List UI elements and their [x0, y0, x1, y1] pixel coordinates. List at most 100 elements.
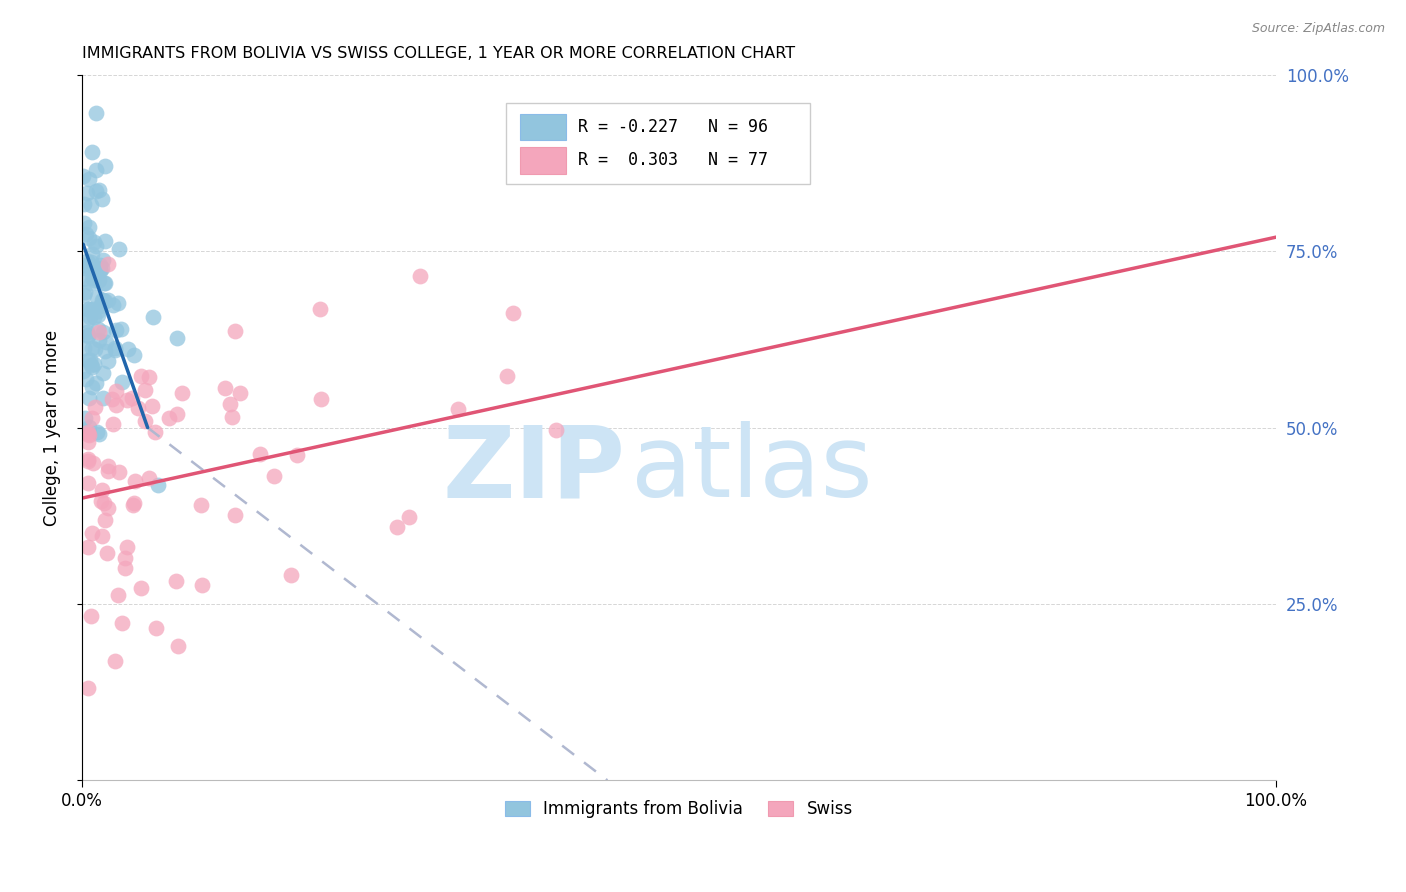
Point	[221, 410, 243, 425]
Point	[110, 322, 132, 336]
Point	[80, 608, 103, 623]
Text: R =  0.303   N = 77: R = 0.303 N = 77	[578, 152, 768, 169]
Point	[87, 321, 110, 335]
Text: atlas: atlas	[631, 421, 873, 518]
Legend: Immigrants from Bolivia, Swiss: Immigrants from Bolivia, Swiss	[499, 794, 859, 825]
Point	[80, 359, 103, 373]
Point	[77, 230, 100, 244]
Point	[90, 261, 112, 276]
Point	[80, 302, 103, 317]
Point	[117, 342, 139, 356]
Point	[91, 392, 114, 406]
Point	[87, 334, 110, 348]
Point	[105, 384, 128, 398]
Point	[73, 261, 96, 276]
Point	[83, 310, 105, 325]
Text: R = -0.227   N = 96: R = -0.227 N = 96	[578, 118, 768, 136]
Point	[86, 184, 108, 198]
Point	[91, 529, 114, 543]
Point	[142, 310, 165, 324]
Point	[72, 258, 94, 272]
Point	[121, 498, 143, 512]
Point	[72, 272, 94, 286]
Point	[308, 301, 330, 316]
Point	[89, 299, 111, 313]
Point	[115, 392, 138, 407]
Point	[77, 352, 100, 367]
Point	[87, 325, 110, 339]
Point	[77, 420, 100, 434]
Point	[104, 341, 127, 355]
Point	[104, 323, 127, 337]
Point	[115, 541, 138, 555]
Point	[77, 681, 100, 696]
Point	[84, 342, 107, 356]
Point	[75, 411, 97, 425]
Point	[224, 324, 246, 338]
Point	[80, 341, 103, 355]
Point	[228, 386, 250, 401]
Point	[127, 401, 149, 416]
Point	[108, 465, 131, 479]
Point	[87, 309, 110, 323]
Point	[76, 186, 98, 200]
Point	[80, 411, 103, 425]
Point	[86, 290, 108, 304]
Point	[91, 293, 114, 307]
Point	[73, 216, 96, 230]
Point	[97, 458, 120, 473]
Point	[80, 247, 103, 261]
Point	[77, 454, 100, 468]
Point	[385, 519, 408, 533]
Point	[124, 474, 146, 488]
Y-axis label: College, 1 year or more: College, 1 year or more	[44, 329, 60, 525]
Point	[91, 293, 114, 307]
Point	[77, 475, 100, 490]
Point	[94, 234, 117, 248]
Point	[122, 349, 145, 363]
Point	[285, 448, 308, 462]
Point	[131, 582, 153, 596]
Point	[79, 258, 101, 272]
Point	[84, 400, 107, 414]
Point	[129, 368, 152, 383]
Point	[496, 369, 519, 384]
Point	[79, 171, 101, 186]
Point	[224, 508, 246, 522]
Point	[93, 276, 115, 290]
Point	[90, 494, 112, 508]
Point	[84, 376, 107, 391]
Point	[83, 357, 105, 371]
Point	[105, 398, 128, 412]
Point	[107, 295, 129, 310]
Point	[77, 540, 100, 554]
Point	[249, 447, 271, 461]
Point	[157, 411, 180, 425]
Point	[107, 588, 129, 602]
Point	[90, 483, 112, 498]
Point	[100, 392, 122, 406]
Point	[77, 435, 100, 450]
FancyBboxPatch shape	[520, 113, 565, 141]
Point	[80, 271, 103, 285]
Point	[80, 380, 103, 394]
Point	[87, 273, 110, 287]
Point	[546, 423, 568, 437]
Point	[89, 264, 111, 278]
Point	[79, 353, 101, 368]
Point	[80, 254, 103, 268]
FancyBboxPatch shape	[506, 103, 810, 185]
Point	[111, 615, 134, 630]
Point	[76, 254, 98, 268]
Point	[93, 496, 115, 510]
Point	[84, 239, 107, 253]
Point	[73, 288, 96, 302]
Point	[172, 386, 194, 401]
Point	[114, 561, 136, 575]
Point	[145, 621, 167, 635]
Point	[311, 392, 333, 407]
Point	[87, 426, 110, 441]
Point	[82, 264, 104, 278]
Point	[91, 253, 114, 268]
Point	[134, 383, 156, 397]
